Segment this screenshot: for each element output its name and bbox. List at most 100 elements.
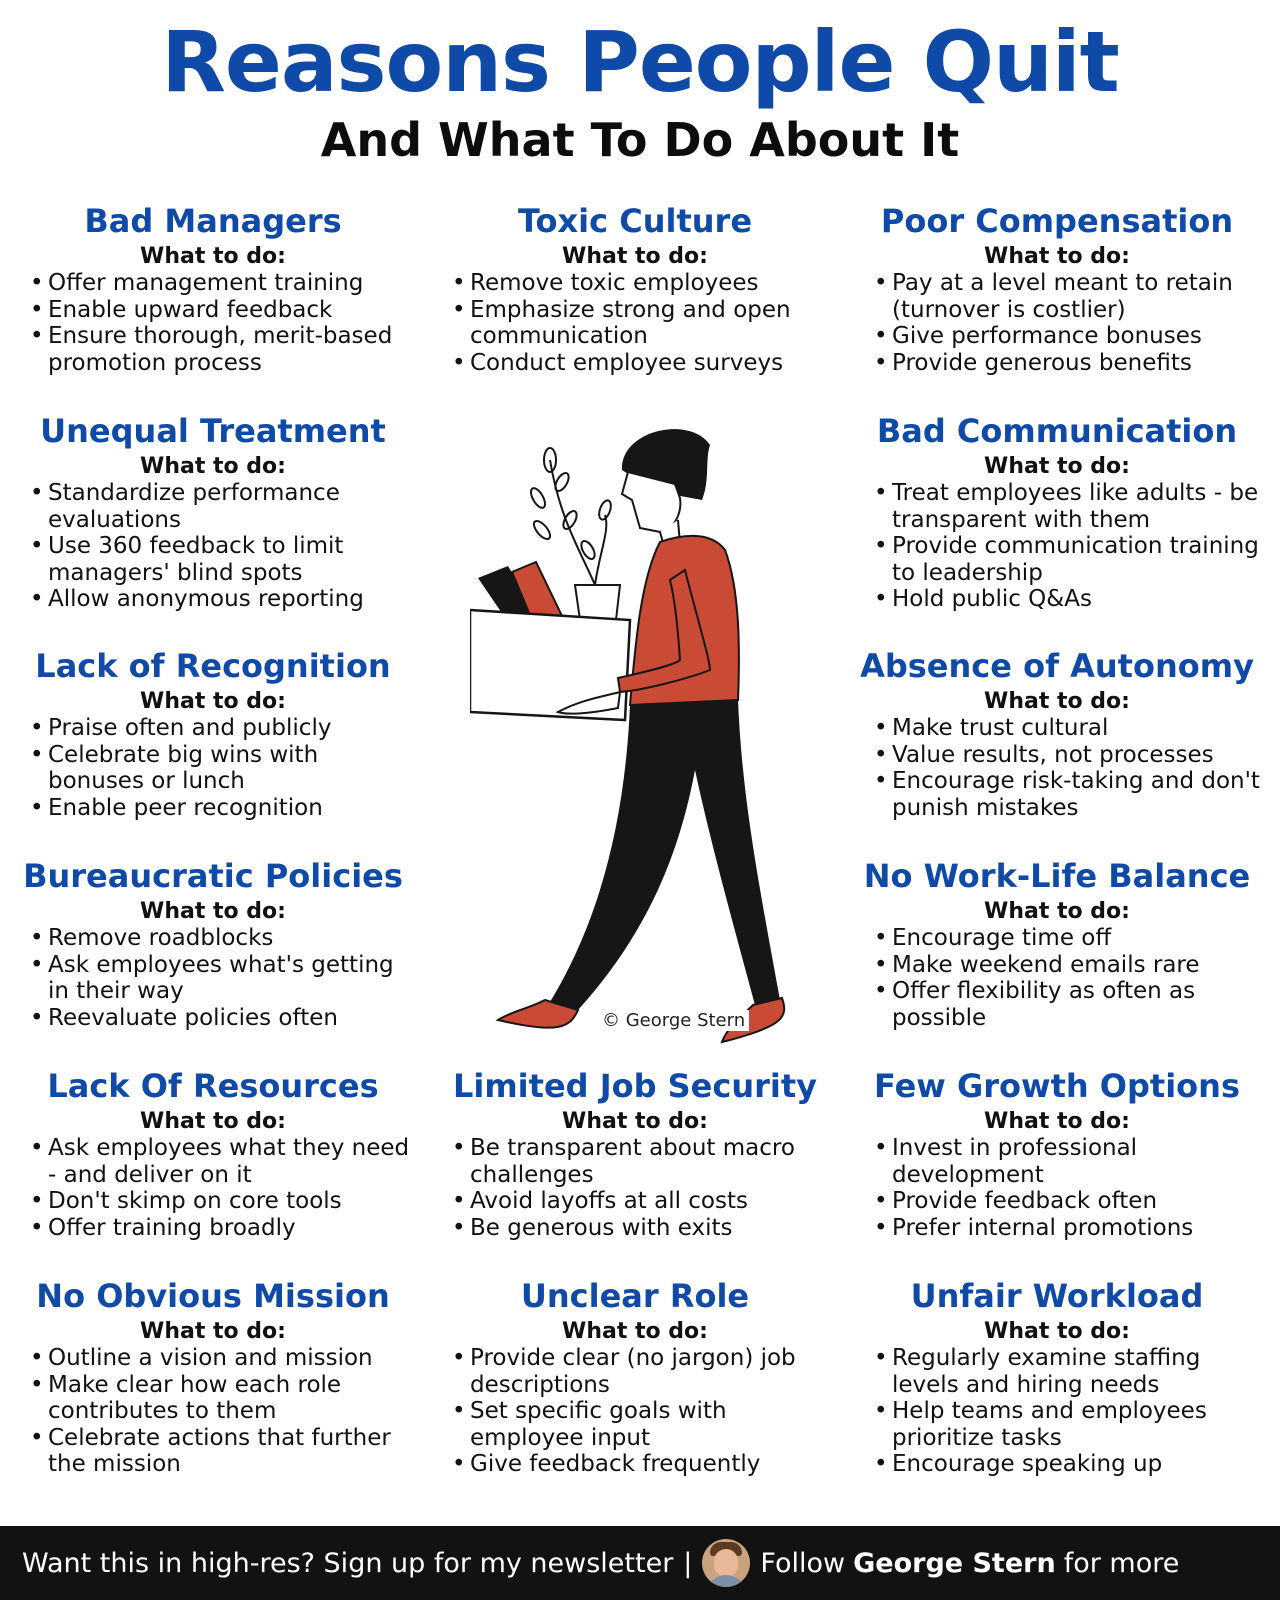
reason-card: Unequal Treatment What to do:Standardize … bbox=[8, 410, 418, 613]
reason-card: Bad Communication What to do:Treat employ… bbox=[852, 410, 1262, 613]
action-item: Make weekend emails rare bbox=[874, 952, 1262, 979]
action-item: Enable peer recognition bbox=[30, 795, 418, 822]
action-item: Regularly examine staffing levels and hi… bbox=[874, 1345, 1262, 1398]
follow-label: Follow bbox=[760, 1547, 846, 1579]
action-item: Provide communication training to leader… bbox=[874, 533, 1262, 586]
reason-title: No Obvious Mission bbox=[36, 1277, 390, 1315]
action-list: Offer management trainingEnable upward f… bbox=[8, 270, 418, 376]
action-item: Conduct employee surveys bbox=[452, 350, 840, 377]
action-list: Ask employees what they need - and deliv… bbox=[8, 1135, 418, 1241]
box bbox=[470, 608, 632, 722]
action-item: Encourage time off bbox=[874, 925, 1262, 952]
action-item: Value results, not processes bbox=[874, 742, 1262, 769]
action-item: Hold public Q&As bbox=[874, 586, 1262, 613]
action-list: Praise often and publiclyCelebrate big w… bbox=[8, 715, 418, 821]
action-list: Make trust culturalValue results, not pr… bbox=[852, 715, 1262, 821]
follow-suffix: for more bbox=[1063, 1547, 1180, 1579]
action-list: Invest in professional developmentProvid… bbox=[852, 1135, 1262, 1241]
what-to-do-label: What to do: bbox=[140, 1109, 286, 1134]
reason-title: Poor Compensation bbox=[880, 202, 1234, 240]
what-to-do-label: What to do: bbox=[984, 454, 1130, 479]
footer-separator: | bbox=[683, 1547, 693, 1579]
action-item: Allow anonymous reporting bbox=[30, 586, 418, 613]
action-item: Make trust cultural bbox=[874, 715, 1262, 742]
action-item: Outline a vision and mission bbox=[30, 1345, 418, 1372]
reason-title: Unclear Role bbox=[520, 1277, 750, 1315]
action-item: Ask employees what's getting in their wa… bbox=[30, 952, 418, 1005]
what-to-do-label: What to do: bbox=[140, 1319, 286, 1344]
action-item: Praise often and publicly bbox=[30, 715, 418, 742]
action-item: Avoid layoffs at all costs bbox=[452, 1188, 840, 1215]
reason-card: Limited Job Security What to do:Be transp… bbox=[430, 1065, 840, 1241]
action-item: Be generous with exits bbox=[452, 1215, 840, 1242]
reason-card: Lack Of Resources What to do:Ask employee… bbox=[8, 1065, 418, 1241]
reason-card: Toxic Culture What to do:Remove toxic emp… bbox=[430, 200, 840, 376]
action-item: Give feedback frequently bbox=[452, 1451, 840, 1478]
reason-title: Bureaucratic Policies bbox=[23, 857, 403, 895]
reason-title: Unfair Workload bbox=[910, 1277, 1204, 1315]
action-item: Ensure thorough, merit-based promotion p… bbox=[30, 323, 418, 376]
action-list: Provide clear (no jargon) job descriptio… bbox=[430, 1345, 840, 1478]
reason-card: No Obvious Mission What to do:Outline a v… bbox=[8, 1275, 418, 1478]
action-item: Provide feedback often bbox=[874, 1188, 1262, 1215]
action-list: Outline a vision and missionMake clear h… bbox=[8, 1345, 418, 1478]
man-carrying-box-illustration bbox=[470, 429, 786, 1044]
pot bbox=[573, 584, 622, 621]
action-item: Prefer internal promotions bbox=[874, 1215, 1262, 1242]
what-to-do-label: What to do: bbox=[984, 1319, 1130, 1344]
newsletter-cta[interactable]: Want this in high-res? Sign up for my ne… bbox=[22, 1547, 674, 1579]
action-list: Be transparent about macro challengesAvo… bbox=[430, 1135, 840, 1241]
what-to-do-label: What to do: bbox=[140, 454, 286, 479]
action-item: Offer training broadly bbox=[30, 1215, 418, 1242]
reason-title: Bad Managers bbox=[84, 202, 342, 240]
reason-title: Limited Job Security bbox=[452, 1067, 818, 1105]
what-to-do-label: What to do: bbox=[984, 899, 1130, 924]
action-item: Offer management training bbox=[30, 270, 418, 297]
action-list: Standardize performance evaluationsUse 3… bbox=[8, 480, 418, 613]
reason-card: Lack of Recognition What to do:Praise oft… bbox=[8, 645, 418, 821]
reason-card: Few Growth Options What to do:Invest in p… bbox=[852, 1065, 1262, 1241]
reason-card: Poor Compensation What to do:Pay at a lev… bbox=[852, 200, 1262, 376]
what-to-do-label: What to do: bbox=[140, 244, 286, 269]
reason-card: Bureaucratic Policies What to do:Remove r… bbox=[8, 855, 418, 1031]
action-item: Ask employees what they need - and deliv… bbox=[30, 1135, 418, 1188]
what-to-do-label: What to do: bbox=[984, 1109, 1130, 1134]
reason-title: Bad Communication bbox=[876, 412, 1238, 450]
reason-title: Toxic Culture bbox=[517, 202, 753, 240]
avatar bbox=[702, 1539, 751, 1587]
reason-card: Unclear Role What to do:Provide clear (no… bbox=[430, 1275, 840, 1478]
what-to-do-label: What to do: bbox=[140, 899, 286, 924]
action-list: Remove toxic employeesEmphasize strong a… bbox=[430, 270, 840, 376]
page-subtitle: And What To Do About It bbox=[320, 113, 960, 167]
action-item: Don't skimp on core tools bbox=[30, 1188, 418, 1215]
action-item: Encourage risk-taking and don't punish m… bbox=[874, 768, 1262, 821]
author-name[interactable]: George Stern bbox=[853, 1547, 1056, 1579]
action-item: Offer flexibility as often as possible bbox=[874, 978, 1262, 1031]
reason-card: No Work-Life Balance What to do:Encourage… bbox=[852, 855, 1262, 1031]
copyright-credit: © George Stern bbox=[598, 1010, 750, 1031]
action-item: Invest in professional development bbox=[874, 1135, 1262, 1188]
action-item: Be transparent about macro challenges bbox=[452, 1135, 840, 1188]
action-item: Encourage speaking up bbox=[874, 1451, 1262, 1478]
footer-banner: Want this in high-res? Sign up for my ne… bbox=[0, 1526, 1280, 1600]
what-to-do-label: What to do: bbox=[562, 1319, 708, 1344]
action-item: Set specific goals with employee input bbox=[452, 1398, 840, 1451]
action-item: Celebrate big wins with bonuses or lunch bbox=[30, 742, 418, 795]
reason-card: Bad Managers What to do:Offer management … bbox=[8, 200, 418, 376]
action-item: Treat employees like adults - be transpa… bbox=[874, 480, 1262, 533]
reason-title: No Work-Life Balance bbox=[863, 857, 1251, 895]
action-item: Provide clear (no jargon) job descriptio… bbox=[452, 1345, 840, 1398]
action-item: Make clear how each role contributes to … bbox=[30, 1372, 418, 1425]
reason-title: Unequal Treatment bbox=[40, 412, 386, 450]
action-item: Enable upward feedback bbox=[30, 297, 418, 324]
page-title: Reasons People Quit bbox=[161, 13, 1120, 111]
action-item: Remove toxic employees bbox=[452, 270, 840, 297]
what-to-do-label: What to do: bbox=[984, 244, 1130, 269]
action-list: Encourage time offMake weekend emails ra… bbox=[852, 925, 1262, 1031]
reason-card: Unfair Workload What to do:Regularly exam… bbox=[852, 1275, 1262, 1478]
what-to-do-label: What to do: bbox=[984, 689, 1130, 714]
what-to-do-label: What to do: bbox=[140, 689, 286, 714]
reason-title: Absence of Autonomy bbox=[860, 647, 1254, 685]
action-item: Reevaluate policies often bbox=[30, 1005, 418, 1032]
reason-card: Absence of Autonomy What to do:Make trust… bbox=[852, 645, 1262, 821]
